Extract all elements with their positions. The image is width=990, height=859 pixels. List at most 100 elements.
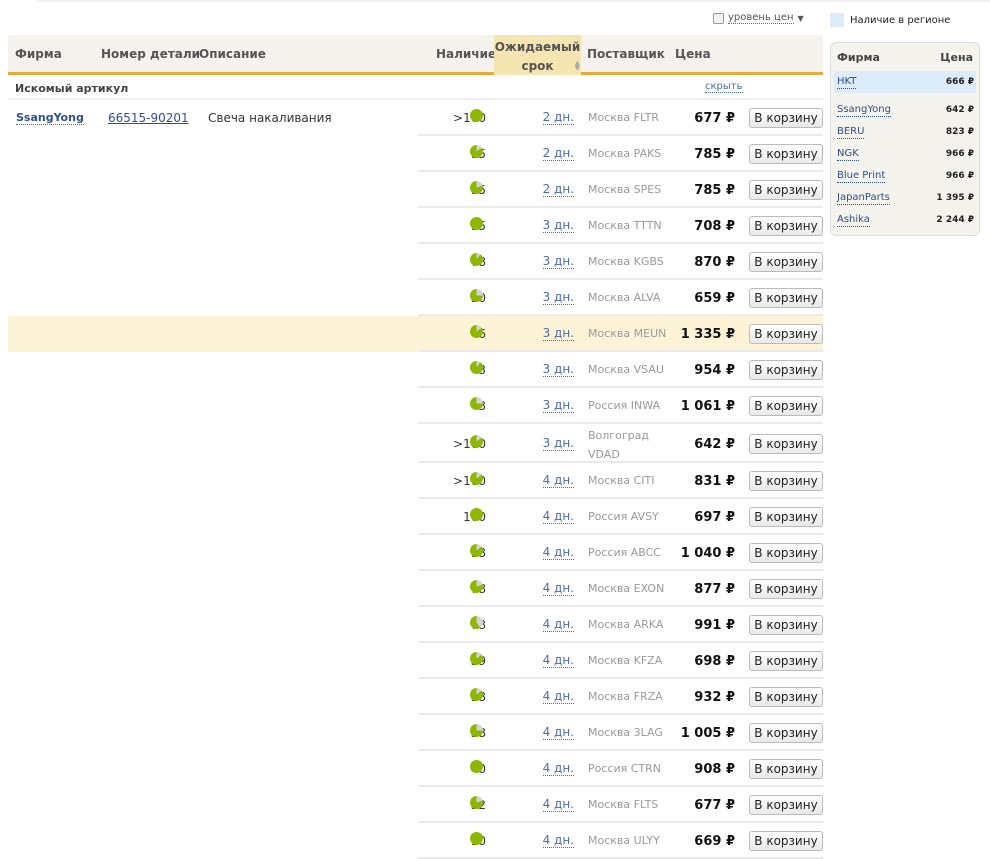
reliability-pie-icon <box>470 652 483 665</box>
price: 785 ₽ <box>694 183 735 198</box>
add-to-cart-button[interactable]: В корзину <box>749 288 823 308</box>
add-to-cart-button[interactable]: В корзину <box>749 471 823 491</box>
header-expected-term[interactable]: Ожидаемый срок ▲ ▼ <box>494 35 581 75</box>
panel-item[interactable]: Blue Print 966 ₽ <box>831 165 979 187</box>
panel-firm-link[interactable]: Ashika <box>837 213 870 227</box>
add-to-cart-button[interactable]: В корзину <box>749 434 823 454</box>
add-to-cart-button[interactable]: В корзину <box>749 252 823 272</box>
add-to-cart-button[interactable]: В корзину <box>749 180 823 200</box>
panel-firm-link[interactable]: BERU <box>837 125 865 139</box>
delivery-days-link[interactable]: 2 дн. <box>542 110 574 125</box>
reliability-pie-icon <box>470 760 483 773</box>
delivery-days-link[interactable]: 4 дн. <box>542 509 574 524</box>
add-to-cart-button[interactable]: В корзину <box>749 615 823 635</box>
caret-down-icon[interactable]: ▼ <box>797 13 804 23</box>
panel-firm-link[interactable]: NGK <box>837 147 859 161</box>
add-to-cart-button[interactable]: В корзину <box>749 831 823 851</box>
supplier: Москва CITI <box>588 474 655 487</box>
row-divider <box>418 350 823 352</box>
table-row: 78 4 дн. Москва ARKA 991 ₽ В корзину <box>8 607 823 643</box>
delivery-days-link[interactable]: 4 дн. <box>542 581 574 596</box>
panel-firm-link[interactable]: SsangYong <box>837 103 891 117</box>
delivery-days-link[interactable]: 4 дн. <box>542 653 574 668</box>
add-to-cart-button[interactable]: В корзину <box>749 396 823 416</box>
delivery-days-link[interactable]: 3 дн. <box>542 362 574 377</box>
price: 669 ₽ <box>694 834 735 849</box>
panel-item[interactable]: NGK 966 ₽ <box>831 143 979 165</box>
reliability-pie-icon <box>470 688 483 701</box>
delivery-days-link[interactable]: 3 дн. <box>542 326 574 341</box>
delivery-days-link[interactable]: 2 дн. <box>542 146 574 161</box>
delivery-days-link[interactable]: 3 дн. <box>542 254 574 269</box>
reliability-pie-icon <box>470 580 483 593</box>
delivery-days-link[interactable]: 4 дн. <box>542 545 574 560</box>
add-to-cart-button[interactable]: В корзину <box>749 507 823 527</box>
panel-firm-link[interactable]: Blue Print <box>837 169 886 183</box>
delivery-days-link[interactable]: 3 дн. <box>542 290 574 305</box>
table-row: 95 2 дн. Москва SPES 785 ₽ В корзину <box>8 172 823 208</box>
add-to-cart-button[interactable]: В корзину <box>749 543 823 563</box>
panel-firm-link[interactable]: HKT <box>837 75 857 89</box>
price-level-filter[interactable]: уровень цен ▼ <box>713 12 804 24</box>
header-part-number[interactable]: Номер детали <box>101 47 201 61</box>
add-to-cart-button[interactable]: В корзину <box>749 216 823 236</box>
delivery-days-link[interactable]: 3 дн. <box>542 218 574 233</box>
table-row: 6 3 дн. Москва MEUN 1 335 ₽ В корзину <box>8 316 823 352</box>
table-row: 100 4 дн. Россия AVSY 697 ₽ В корзину <box>8 499 823 535</box>
panel-item[interactable]: SsangYong 642 ₽ <box>831 99 979 121</box>
delivery-days-link[interactable]: 4 дн. <box>542 761 574 776</box>
header-price[interactable]: Цена <box>675 47 711 61</box>
price: 785 ₽ <box>694 147 735 162</box>
delivery-days-link[interactable]: 3 дн. <box>542 436 574 451</box>
delivery-days-link[interactable]: 4 дн. <box>542 473 574 488</box>
delivery-days-link[interactable]: 2 дн. <box>542 182 574 197</box>
panel-item[interactable]: BERU 823 ₽ <box>831 121 979 143</box>
header-supplier[interactable]: Поставщик <box>587 47 665 61</box>
panel-header: Фирма Цена <box>831 43 979 71</box>
firm-link[interactable]: SsangYong <box>16 111 84 125</box>
row-divider <box>418 785 823 787</box>
panel-firm-link[interactable]: JapanParts <box>837 191 890 205</box>
add-to-cart-button[interactable]: В корзину <box>749 687 823 707</box>
supplier: Москва MEUN <box>588 327 667 340</box>
price-level-checkbox[interactable] <box>713 12 724 24</box>
row-divider <box>418 677 823 679</box>
supplier: Москва FRZA <box>588 690 663 703</box>
table-row: 95 3 дн. Москва TTTN 708 ₽ В корзину <box>8 208 823 244</box>
header-description[interactable]: Описание <box>199 47 266 61</box>
header-firm[interactable]: Фирма <box>15 47 62 61</box>
add-to-cart-button[interactable]: В корзину <box>749 651 823 671</box>
delivery-days-link[interactable]: 4 дн. <box>542 617 574 632</box>
panel-price: 823 ₽ <box>945 127 974 137</box>
reliability-pie-icon <box>470 181 483 194</box>
reliability-pie-icon <box>470 796 483 809</box>
supplier: Москва ULYY <box>588 834 660 847</box>
price-level-label[interactable]: уровень цен <box>728 12 794 24</box>
delivery-days-link[interactable]: 3 дн. <box>542 398 574 413</box>
add-to-cart-button[interactable]: В корзину <box>749 360 823 380</box>
delivery-days-link[interactable]: 4 дн. <box>542 725 574 740</box>
delivery-days-link[interactable]: 4 дн. <box>542 689 574 704</box>
add-to-cart-button[interactable]: В корзину <box>749 579 823 599</box>
part-number-link[interactable]: 66515-90201 <box>108 111 189 125</box>
price: 877 ₽ <box>694 582 735 597</box>
panel-item[interactable]: JapanParts 1 395 ₽ <box>831 187 979 209</box>
add-to-cart-button[interactable]: В корзину <box>749 324 823 344</box>
row-divider <box>418 641 823 643</box>
delivery-days-link[interactable]: 4 дн. <box>542 797 574 812</box>
add-to-cart-button[interactable]: В корзину <box>749 795 823 815</box>
sort-icon[interactable]: ▲ ▼ <box>574 59 580 72</box>
row-divider <box>418 206 823 208</box>
price: 932 ₽ <box>694 690 735 705</box>
panel-regional-item[interactable]: HKT 666 ₽ <box>834 71 976 93</box>
supplier: Москва VSAU <box>588 363 664 376</box>
add-to-cart-button[interactable]: В корзину <box>749 723 823 743</box>
header-availability[interactable]: Наличие <box>436 47 497 61</box>
row-divider <box>418 821 823 823</box>
add-to-cart-button[interactable]: В корзину <box>749 144 823 164</box>
add-to-cart-button[interactable]: В корзину <box>749 108 823 128</box>
delivery-days-link[interactable]: 4 дн. <box>542 833 574 848</box>
add-to-cart-button[interactable]: В корзину <box>749 759 823 779</box>
hide-link[interactable]: скрыть <box>705 81 743 93</box>
panel-item[interactable]: Ashika 2 244 ₽ <box>831 209 979 231</box>
